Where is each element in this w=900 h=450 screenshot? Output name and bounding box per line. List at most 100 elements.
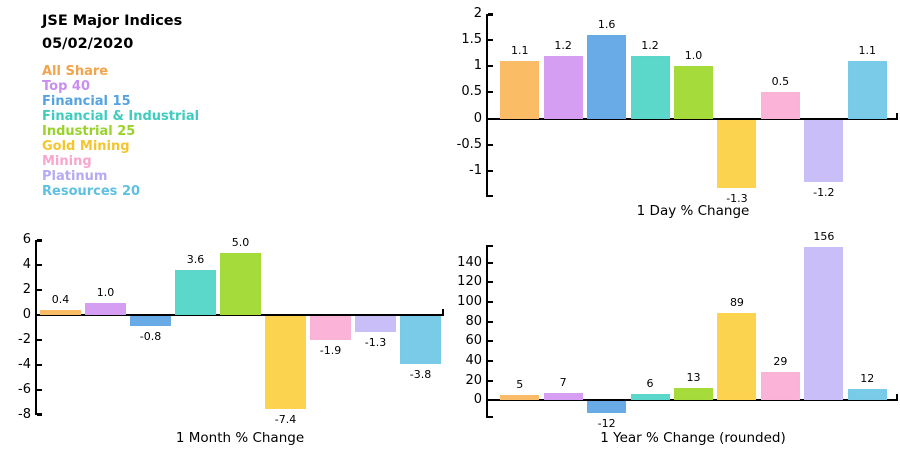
y-tick-label: 4	[22, 257, 31, 272]
bar-industrial-25	[674, 387, 713, 401]
legend-item: Mining	[42, 154, 92, 169]
legend-item: Top 40	[42, 79, 90, 94]
y-tick	[488, 169, 493, 172]
y-tick	[37, 339, 42, 341]
y-tick	[488, 301, 493, 303]
y-axis-end-tick	[37, 240, 42, 242]
x-axis-end-tick	[442, 309, 444, 315]
y-tick	[37, 414, 42, 416]
y-tick-label: 0.5	[461, 84, 482, 100]
bar-gold-mining	[717, 312, 757, 401]
bar-mining	[760, 371, 800, 401]
bar-industrial-25	[674, 66, 713, 119]
value-label: 29	[773, 354, 788, 368]
y-tick	[488, 39, 493, 42]
y-tick-label: 120	[457, 274, 482, 290]
value-label: 1.2	[554, 38, 572, 52]
bar-resources-20	[847, 61, 887, 119]
y-tick-label: 20	[465, 372, 482, 388]
y-axis	[35, 240, 37, 415]
y-axis-end-tick	[488, 245, 493, 247]
legend: All Share Top 40 Financial 15 Financial & I…	[42, 64, 199, 199]
value-label: 1.6	[597, 17, 616, 31]
bar-resources-20	[847, 388, 887, 401]
bar-financial-industrial	[175, 270, 216, 315]
y-tick	[488, 143, 493, 146]
report-date: 05/02/2020	[42, 36, 134, 52]
bar-financial-15	[587, 34, 627, 119]
bar-all-share	[40, 310, 81, 315]
y-tick-label: 0	[22, 307, 31, 322]
value-label: -0.8	[139, 330, 162, 343]
bar-gold-mining	[717, 119, 757, 188]
legend-item: All Share	[42, 64, 109, 79]
y-tick-label: 140	[457, 254, 482, 270]
y-tick	[37, 289, 42, 291]
y-axis-end-tick	[488, 195, 493, 197]
value-label: 12	[860, 371, 875, 385]
header: JSE Major Indices 05/02/2020	[42, 10, 182, 56]
y-tick-label: -6	[18, 382, 31, 397]
legend-item: Resources 20	[42, 184, 141, 199]
bar-mining	[760, 92, 800, 119]
y-tick	[488, 261, 493, 264]
value-label: -1.3	[726, 191, 748, 205]
x-axis-end-tick	[896, 394, 898, 401]
y-tick-label: -0.5	[456, 136, 482, 152]
value-label: -3.8	[409, 367, 432, 381]
bar-industrial-25	[220, 252, 261, 315]
y-tick-label: 40	[465, 352, 482, 368]
x-axis-end-tick	[896, 112, 898, 119]
y-tick-label: -2	[18, 332, 31, 347]
value-label: 1.0	[684, 49, 703, 63]
bar-platinum	[804, 246, 844, 401]
bar-platinum	[355, 316, 396, 333]
value-label: 89	[729, 295, 744, 309]
value-label: 1.0	[96, 285, 115, 299]
y-axis	[486, 245, 488, 418]
chart-1-day-percent-change: 1 Day % Change 2 1.5 1 0.5 0 -0.5 -1 1.1 1.2 1.6 1…	[450, 0, 900, 225]
y-tick	[37, 264, 42, 266]
y-tick	[488, 65, 493, 68]
y-tick-label: 1.5	[461, 32, 482, 48]
x-axis	[488, 117, 898, 120]
legend-item: Financial 15	[42, 94, 131, 109]
bar-top-40	[543, 55, 583, 119]
value-label: 156	[813, 229, 835, 243]
bar-financial-industrial	[630, 394, 670, 401]
bar-all-share	[500, 61, 540, 119]
value-label: -1.9	[319, 343, 342, 357]
y-tick-label: 6	[22, 232, 31, 247]
value-label: 1.1	[510, 44, 529, 58]
value-label: 7	[559, 376, 567, 390]
y-tick	[37, 239, 42, 241]
x-axis-title: 1 Day % Change	[636, 203, 750, 219]
value-label: -7.4	[274, 412, 297, 426]
y-tick-label: -4	[18, 357, 31, 372]
y-tick	[37, 364, 42, 366]
bar-all-share	[500, 395, 540, 401]
chart-1-year-percent-change: 1 Year % Change (rounded) 140 120 100 80 60 4…	[450, 225, 900, 450]
y-tick	[488, 340, 493, 343]
legend-item: Platinum	[42, 169, 108, 184]
bar-resources-20	[400, 316, 441, 364]
value-label: -12	[597, 417, 616, 431]
legend-item: Industrial 25	[42, 124, 136, 139]
value-label: -1.2	[813, 186, 835, 200]
value-label: 5.0	[231, 235, 250, 249]
page-title: JSE Major Indices	[42, 13, 183, 29]
y-tick-label: -1	[469, 162, 482, 178]
y-tick	[488, 359, 493, 362]
y-tick-label: 100	[457, 294, 482, 309]
y-tick-label: 1	[473, 58, 482, 74]
bar-gold-mining	[265, 316, 306, 409]
y-tick-label: -8	[18, 407, 31, 422]
value-label: 0.4	[51, 293, 70, 306]
bar-financial-15	[587, 401, 627, 414]
y-tick	[488, 281, 493, 284]
x-axis-title: 1 Month % Change	[175, 430, 305, 446]
bar-top-40	[85, 302, 126, 315]
y-tick-label: 0	[473, 110, 482, 126]
value-label: 3.6	[186, 253, 205, 266]
